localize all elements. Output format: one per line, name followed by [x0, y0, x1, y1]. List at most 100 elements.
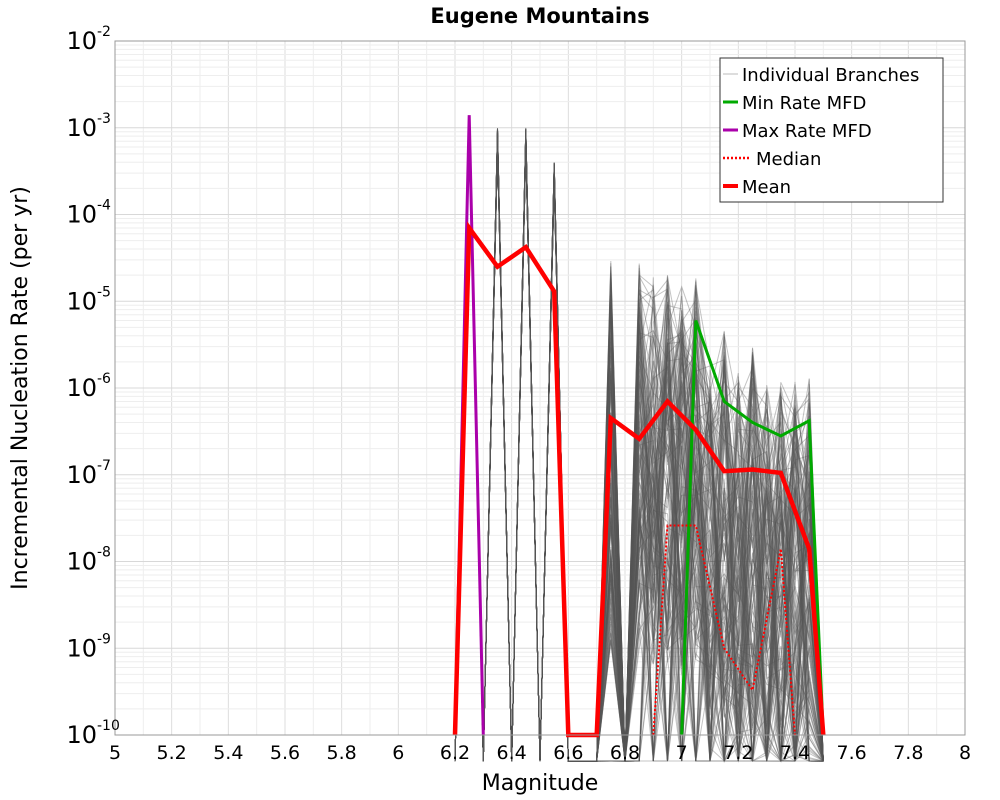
y-tick-label: 10 -8	[66, 545, 111, 576]
series-min-rate-mfd	[680, 320, 825, 736]
branch-line	[454, 131, 824, 762]
branch-line	[454, 128, 824, 762]
branch-line	[454, 128, 824, 762]
branch-line	[454, 132, 824, 762]
branch-line	[454, 136, 824, 763]
branch-line	[454, 119, 824, 762]
branch-line	[454, 127, 824, 762]
branch-line	[454, 131, 824, 762]
legend-entry: Median	[723, 149, 821, 170]
x-tick-label: 5	[109, 742, 121, 764]
x-tick-label: 7.2	[723, 742, 753, 764]
legend-label: Individual Branches	[742, 65, 919, 86]
branch-line	[454, 122, 824, 762]
y-tick-base: 10	[66, 634, 97, 662]
x-tick-label: 6.2	[440, 742, 470, 764]
branch-line	[454, 130, 824, 762]
branch-line	[454, 116, 824, 762]
branch-line	[454, 118, 824, 762]
y-tick-exponent: -3	[97, 111, 111, 127]
x-axis-ticks: 5 5.2 5.4 5.6 5.8 6 6.2 6.4 6.6 6.8 7 7.2 7.4 7.6 7.8 8	[109, 742, 971, 764]
branch-line	[454, 117, 824, 762]
branch-line	[454, 129, 824, 762]
branch-line	[454, 118, 824, 762]
branch-line	[454, 127, 824, 762]
branch-line	[454, 127, 824, 762]
branch-line	[454, 132, 824, 762]
x-tick-label: 5.4	[213, 742, 243, 764]
branch-line	[454, 120, 824, 762]
branch-line	[454, 115, 824, 762]
branch-line	[454, 127, 824, 762]
x-tick-label: 8	[959, 742, 971, 764]
x-tick-label: 7.6	[837, 742, 867, 764]
legend-entry: Individual Branches	[723, 65, 919, 86]
y-tick-exponent: -5	[97, 284, 111, 300]
branch-line	[454, 125, 824, 762]
y-tick-label: 10 -3	[66, 111, 111, 142]
y-tick-label: 10 -9	[66, 631, 111, 662]
branch-line	[454, 130, 824, 762]
branch-line	[454, 117, 824, 762]
x-tick-label: 6	[392, 742, 404, 764]
branch-line	[454, 129, 824, 762]
branch-line	[454, 115, 824, 762]
branch-line	[454, 134, 824, 762]
branch-line	[454, 118, 824, 762]
branch-line	[454, 116, 824, 762]
branch-line	[454, 128, 824, 762]
y-tick-exponent: -2	[97, 24, 111, 40]
branch-line	[454, 129, 824, 762]
branch-line	[454, 135, 824, 762]
branch-line	[454, 130, 824, 762]
branch-line	[454, 133, 824, 762]
branch-line	[454, 118, 824, 763]
branch-line	[454, 125, 824, 762]
y-tick-label: 10 -6	[66, 371, 111, 402]
branch-line	[454, 129, 824, 762]
branch-line	[454, 133, 824, 762]
branch-line	[454, 120, 824, 762]
branch-line	[454, 116, 824, 762]
branch-line	[454, 128, 824, 762]
x-tick-label: 6.6	[553, 742, 583, 764]
y-tick-label: 10 -7	[66, 458, 111, 489]
branch-line	[454, 124, 824, 762]
branch-line	[454, 131, 824, 762]
y-tick-exponent: -4	[97, 198, 111, 214]
branch-line	[454, 121, 824, 762]
branch-line	[454, 124, 824, 762]
branch-line	[454, 117, 824, 762]
branch-line	[454, 135, 824, 762]
branch-line	[454, 125, 824, 762]
branch-line	[454, 118, 824, 762]
y-tick-base: 10	[66, 27, 97, 55]
branch-line	[454, 126, 824, 762]
branch-line	[454, 132, 824, 762]
branch-line	[454, 128, 824, 763]
branch-line	[454, 131, 824, 762]
branch-line	[454, 128, 824, 762]
branch-line	[454, 132, 824, 762]
branch-line	[454, 130, 824, 762]
branch-line	[454, 130, 824, 762]
chart-title: Eugene Mountains	[430, 4, 649, 28]
legend-entry: Mean	[723, 177, 791, 198]
branch-line	[454, 116, 824, 762]
branches-ensemble	[454, 115, 824, 763]
y-tick-label: 10 -2	[66, 24, 111, 55]
branch-line	[454, 126, 824, 763]
branch-line	[454, 128, 824, 762]
branch-line	[454, 135, 824, 763]
x-tick-label: 5.8	[327, 742, 357, 764]
branch-line	[454, 116, 824, 762]
branch-line	[454, 131, 824, 762]
branch-line	[454, 120, 824, 762]
branch-line	[454, 129, 824, 762]
branch-line	[454, 125, 824, 762]
x-tick-label: 7	[676, 742, 688, 764]
branch-line	[454, 121, 824, 762]
branch-line	[454, 134, 824, 762]
branch-line	[454, 119, 824, 762]
